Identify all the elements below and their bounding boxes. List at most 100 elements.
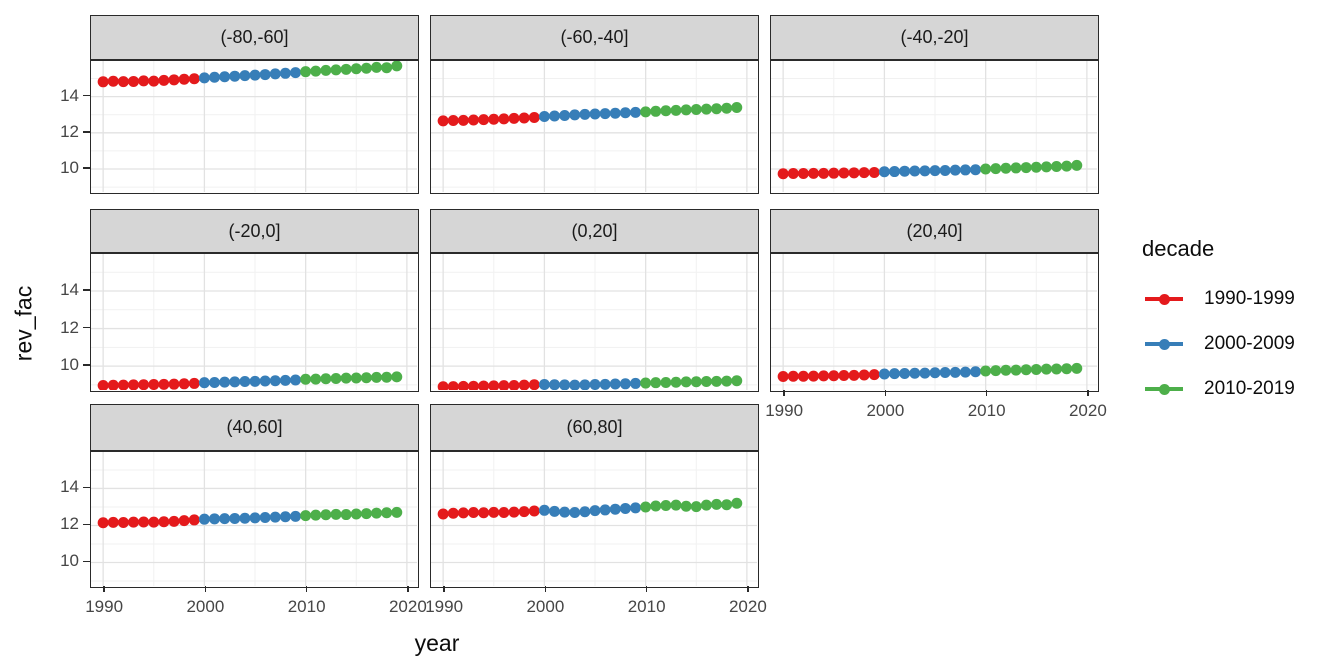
- data-point: [290, 510, 302, 522]
- data-point: [1030, 161, 1042, 173]
- y-tick-mark: [83, 94, 90, 97]
- data-point: [1071, 159, 1083, 171]
- data-point: [528, 111, 540, 123]
- data-point: [711, 498, 723, 510]
- data-point: [300, 373, 312, 385]
- data-point: [868, 369, 880, 381]
- data-point: [198, 513, 210, 525]
- data-point: [107, 516, 119, 528]
- data-point: [700, 499, 712, 511]
- data-point: [259, 512, 271, 524]
- data-point: [980, 163, 992, 175]
- data-point: [619, 378, 631, 390]
- data-point: [340, 509, 352, 521]
- data-point: [949, 366, 961, 378]
- data-point: [889, 166, 901, 178]
- data-point: [188, 377, 200, 389]
- data-point: [447, 381, 459, 390]
- data-point: [599, 378, 611, 390]
- data-point: [498, 507, 510, 519]
- data-point: [209, 71, 221, 83]
- data-point: [259, 375, 271, 387]
- data-point: [690, 103, 702, 115]
- data-point: [579, 379, 591, 390]
- data-point: [488, 380, 500, 390]
- data-point: [630, 377, 642, 389]
- data-point: [178, 73, 190, 85]
- legend-entry-label: 1990-1999: [1204, 288, 1295, 309]
- x-tick-label: 2000: [866, 401, 905, 420]
- data-point: [690, 376, 702, 388]
- data-point: [381, 62, 393, 74]
- data-point: [138, 379, 150, 390]
- data-point: [899, 165, 911, 177]
- x-tick-mark: [985, 390, 988, 396]
- data-point: [350, 508, 362, 520]
- data-point: [589, 505, 601, 517]
- data-point: [128, 75, 140, 87]
- data-point: [650, 500, 662, 512]
- series-2010-2019: [980, 159, 1083, 175]
- data-point: [107, 379, 119, 390]
- legend-entry-label: 2010-2019: [1204, 378, 1295, 399]
- data-point: [488, 506, 500, 518]
- series-2010-2019: [640, 375, 743, 389]
- data-point: [721, 499, 733, 511]
- y-tick-label: 14: [60, 477, 79, 497]
- data-point: [330, 64, 342, 76]
- series-2000-2009: [198, 510, 302, 525]
- x-tick-label: 2010: [967, 401, 1006, 420]
- data-point: [148, 379, 160, 390]
- data-point: [229, 70, 241, 82]
- data-point: [878, 166, 890, 178]
- data-point: [1010, 162, 1022, 174]
- data-point: [178, 515, 190, 527]
- facet-panel: [770, 253, 1099, 392]
- facet-strip: (-80,-60]: [90, 15, 419, 60]
- data-point: [721, 375, 733, 387]
- x-tick-label: 1990: [425, 597, 464, 616]
- data-point: [1040, 363, 1052, 375]
- y-tick-label: 12: [60, 317, 79, 337]
- x-tick-mark: [204, 586, 207, 592]
- data-point: [670, 376, 682, 388]
- data-point: [209, 376, 221, 388]
- data-point: [559, 379, 571, 390]
- data-point: [508, 379, 520, 390]
- data-point: [290, 67, 302, 79]
- data-point: [269, 68, 281, 80]
- x-tick-mark: [443, 586, 445, 592]
- data-point: [239, 376, 251, 388]
- facet-strip: (-40,-20]: [770, 15, 1099, 60]
- data-point: [518, 112, 530, 124]
- data-point: [640, 106, 652, 118]
- data-point: [609, 378, 621, 390]
- data-point: [711, 375, 723, 387]
- data-point: [518, 379, 530, 390]
- data-point: [599, 108, 611, 120]
- data-point: [808, 370, 820, 382]
- data-point: [518, 506, 530, 518]
- data-point: [858, 167, 870, 179]
- data-point: [279, 67, 291, 79]
- series-2000-2009: [538, 502, 642, 519]
- data-point: [330, 508, 342, 520]
- data-point: [680, 500, 692, 512]
- facet-panel: [90, 60, 419, 194]
- y-tick-mark: [83, 289, 90, 291]
- data-point: [117, 76, 129, 88]
- x-tick-label: 2010: [287, 597, 326, 616]
- y-tick-label: 10: [60, 355, 79, 375]
- legend-entry: 1990-1999: [1145, 287, 1295, 311]
- data-point: [1000, 364, 1012, 376]
- data-point: [310, 509, 322, 521]
- data-point: [381, 371, 393, 383]
- data-point: [168, 515, 180, 527]
- data-point: [107, 75, 119, 87]
- data-point: [549, 110, 561, 122]
- x-tick-label: 1990: [85, 597, 124, 616]
- data-point: [209, 513, 221, 525]
- series-1990-1999: [97, 73, 200, 88]
- data-point: [360, 372, 372, 384]
